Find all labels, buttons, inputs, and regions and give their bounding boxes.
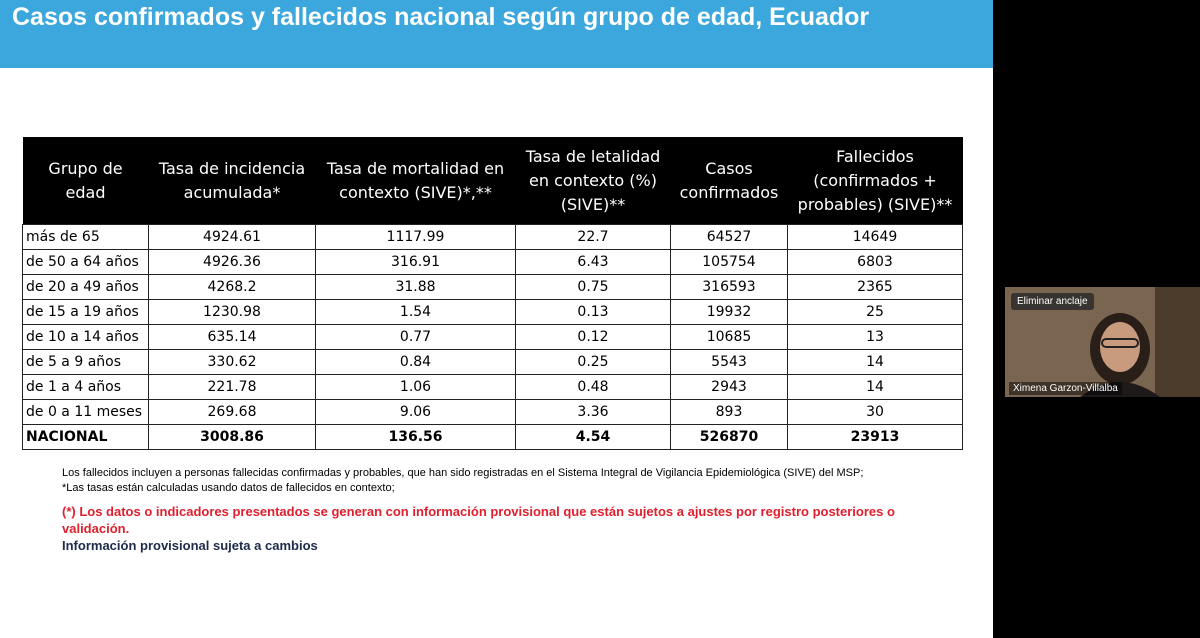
video-tile[interactable]: Eliminar anclaje Ximena Garzon-Villalba (1005, 287, 1200, 397)
table-cell: 4924.61 (148, 224, 316, 250)
table-cell: 31.88 (315, 274, 516, 300)
table-cell: 9.06 (315, 399, 516, 425)
table-cell: 19932 (670, 299, 788, 325)
table-cell: 23913 (787, 424, 963, 450)
table-row: NACIONAL 3008.86 136.56 4.54 526870 23913 (22, 424, 963, 450)
table-cell: 3.36 (515, 399, 671, 425)
table-row: más de 65 4924.61 1117.99 22.7 64527 14649 (22, 224, 963, 250)
table-cell: 10685 (670, 324, 788, 350)
table-cell: de 5 a 9 años (22, 349, 149, 375)
table-cell: más de 65 (22, 224, 149, 250)
table-row: de 0 a 11 meses 269.68 9.06 3.36 893 30 (22, 399, 963, 425)
table-cell: de 10 a 14 años (22, 324, 149, 350)
table-cell: 0.25 (515, 349, 671, 375)
table-cell: 269.68 (148, 399, 316, 425)
table-cell: 0.13 (515, 299, 671, 325)
title-bar: Casos confirmados y fallecidos nacional … (0, 0, 993, 68)
table-cell: 4926.36 (148, 249, 316, 275)
table-row: de 10 a 14 años 635.14 0.77 0.12 10685 13 (22, 324, 963, 350)
table-row: de 5 a 9 años 330.62 0.84 0.25 5543 14 (22, 349, 963, 375)
participant-name: Ximena Garzon-Villalba (1009, 382, 1122, 395)
table-cell: 136.56 (315, 424, 516, 450)
table-cell: 893 (670, 399, 788, 425)
table-cell: 6803 (787, 249, 963, 275)
table-cell: 0.77 (315, 324, 516, 350)
unpin-button[interactable]: Eliminar anclaje (1011, 293, 1094, 310)
table-cell: de 20 a 49 años (22, 274, 149, 300)
table-cell: 1.54 (315, 299, 516, 325)
column-header: Tasa de incidencia acumulada* (148, 137, 316, 225)
column-header: Fallecidos (confirmados + probables) (SI… (787, 137, 963, 225)
table-cell: 105754 (670, 249, 788, 275)
table-cell: 22.7 (515, 224, 671, 250)
table-cell: 3008.86 (148, 424, 316, 450)
table-cell: de 50 a 64 años (22, 249, 149, 275)
column-header: Tasa de letalidad en contexto (%) (SIVE)… (515, 137, 671, 225)
table-cell: 0.12 (515, 324, 671, 350)
table-cell: 2943 (670, 374, 788, 400)
table-cell: 0.75 (515, 274, 671, 300)
note: *Las tasas están calculadas usando datos… (62, 482, 395, 494)
table-cell: 1230.98 (148, 299, 316, 325)
data-table: Grupo de edad Tasa de incidencia acumulad… (22, 137, 963, 450)
table-cell: 30 (787, 399, 963, 425)
table-cell: 14 (787, 349, 963, 375)
table-cell: 64527 (670, 224, 788, 250)
table-cell: 1.06 (315, 374, 516, 400)
table-cell: 1117.99 (315, 224, 516, 250)
table-cell: de 15 a 19 años (22, 299, 149, 325)
table-cell: 316.91 (315, 249, 516, 275)
slide-title: Casos confirmados y fallecidos nacional … (12, 3, 870, 31)
table-cell: NACIONAL (22, 424, 149, 450)
warning: (*) Los datos o indicadores presentados … (62, 504, 895, 536)
column-header: Tasa de mortalidad en contexto (SIVE)*,*… (315, 137, 516, 225)
table-cell: de 1 a 4 años (22, 374, 149, 400)
table-cell: 2365 (787, 274, 963, 300)
table-cell: 330.62 (148, 349, 316, 375)
table-cell: 0.48 (515, 374, 671, 400)
table-row: de 1 a 4 años 221.78 1.06 0.48 2943 14 (22, 374, 963, 400)
slide: Casos confirmados y fallecidos nacional … (0, 0, 993, 638)
table-cell: 14649 (787, 224, 963, 250)
table-cell: 25 (787, 299, 963, 325)
header-row: Grupo de edad Tasa de incidencia acumulad… (22, 137, 963, 225)
table-row: de 50 a 64 años 4926.36 316.91 6.43 105754 68… (22, 249, 963, 275)
table-cell: 4268.2 (148, 274, 316, 300)
table-cell: 14 (787, 374, 963, 400)
table-row: de 15 a 19 años 1230.98 1.54 0.13 19932 25 (22, 299, 963, 325)
provisional-note: Información provisional sujeta a cambios (62, 538, 318, 553)
table-cell: 316593 (670, 274, 788, 300)
table-row: de 20 a 49 años 4268.2 31.88 0.75 316593 2365 (22, 274, 963, 300)
table-cell: 13 (787, 324, 963, 350)
table-cell: 5543 (670, 349, 788, 375)
table-cell: 6.43 (515, 249, 671, 275)
column-header: Grupo de edad (22, 137, 149, 225)
table-cell: 526870 (670, 424, 788, 450)
table-cell: 0.84 (315, 349, 516, 375)
table-cell: 221.78 (148, 374, 316, 400)
table-cell: 4.54 (515, 424, 671, 450)
table-body: más de 65 4924.61 1117.99 22.7 64527 14649 de … (22, 224, 963, 450)
note: Los fallecidos incluyen a personas falle… (62, 467, 864, 479)
table-cell: de 0 a 11 meses (22, 399, 149, 425)
table-cell: 635.14 (148, 324, 316, 350)
column-header: Casos confirmados (670, 137, 788, 225)
